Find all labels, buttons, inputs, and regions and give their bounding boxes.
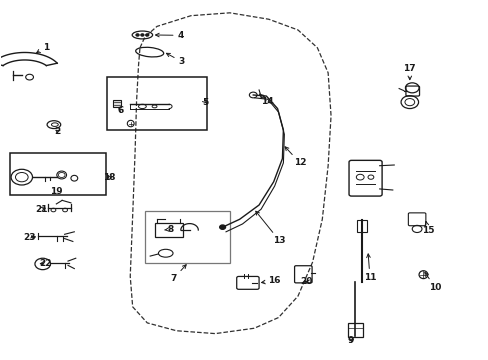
Text: 3: 3 [166, 53, 184, 66]
Text: 14: 14 [259, 94, 274, 106]
Circle shape [219, 225, 225, 229]
Text: 4: 4 [155, 31, 183, 40]
Text: 23: 23 [23, 233, 36, 242]
Text: 22: 22 [39, 259, 51, 268]
Text: 10: 10 [424, 273, 440, 292]
Bar [154, 223, 183, 237]
Text: 17: 17 [403, 64, 415, 80]
Text: 18: 18 [103, 173, 115, 182]
Text: 9: 9 [346, 336, 353, 345]
Circle shape [136, 34, 139, 36]
Text: 21: 21 [35, 205, 47, 214]
Bar [347, 323, 362, 337]
Text: 13: 13 [255, 211, 285, 245]
Bar [357, 220, 366, 232]
Text: 5: 5 [202, 98, 208, 107]
Text: 16: 16 [261, 276, 280, 285]
Text: 7: 7 [170, 265, 186, 283]
Text: 19: 19 [49, 186, 62, 195]
Text: 2: 2 [55, 127, 61, 136]
Text: 8: 8 [164, 225, 173, 234]
Circle shape [141, 34, 143, 36]
Text: 6: 6 [118, 106, 124, 115]
Circle shape [145, 34, 148, 36]
Text: 1: 1 [37, 42, 49, 53]
Text: 12: 12 [285, 147, 305, 167]
Text: 20: 20 [300, 277, 312, 286]
Text: 11: 11 [363, 254, 375, 282]
Text: 15: 15 [421, 222, 434, 235]
Bar [113, 100, 121, 107]
